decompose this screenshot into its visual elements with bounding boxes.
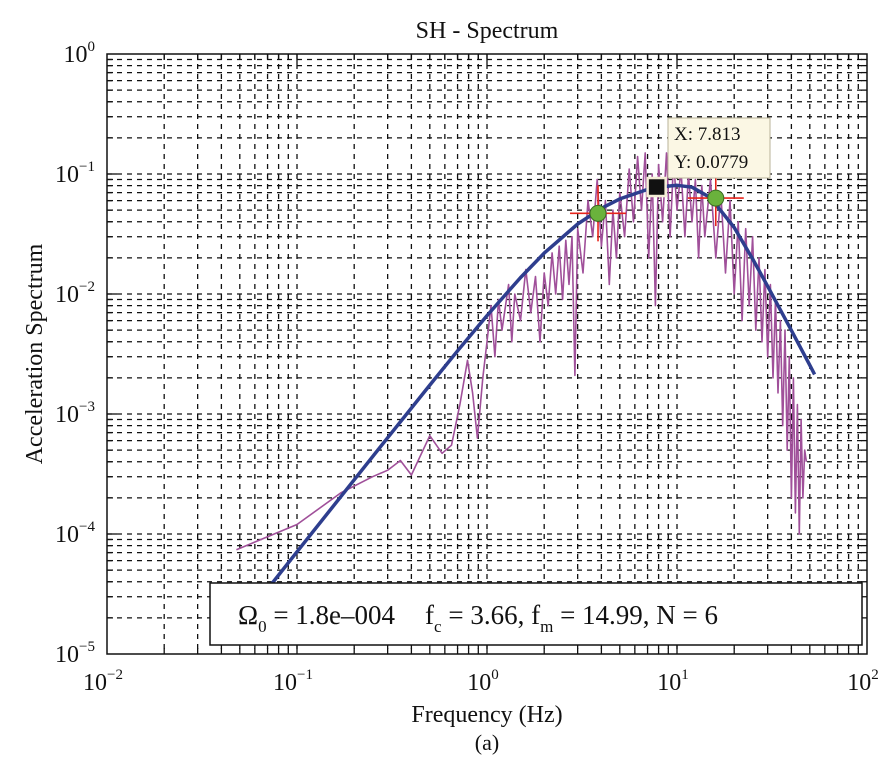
- fm-subscript: m: [540, 617, 553, 636]
- annotation-box: [209, 582, 863, 646]
- datatip-x: X: 7.813: [674, 124, 741, 145]
- ticks: [107, 54, 867, 654]
- datatip-y: Y: 0.0779: [674, 152, 748, 173]
- x-axis-label: Frequency (Hz): [411, 702, 562, 728]
- fm-value: = 14.99, N = 6: [553, 600, 718, 630]
- x-tick-label: 101: [657, 667, 689, 696]
- y-tick-label: 10−4: [55, 519, 95, 548]
- y-tick-label: 10−1: [55, 159, 95, 188]
- y-tick-label: 100: [64, 39, 96, 68]
- omega-subscript: 0: [258, 617, 267, 636]
- x-tick-label: 102: [847, 667, 879, 696]
- fm-marker: [707, 189, 725, 207]
- omega-value: = 1.8e–004: [267, 600, 396, 630]
- omega-symbol: Ω: [238, 600, 258, 630]
- datatip-box: [667, 117, 771, 179]
- x-tick-label: 100: [467, 667, 499, 696]
- y-tick-label: 10−5: [55, 639, 95, 668]
- datatip-point: [646, 176, 667, 198]
- annotation-text: Ω0 = 1.8e–004 fc = 3.66, fm = 14.99, N = …: [238, 600, 718, 636]
- chart-title: SH - Spectrum: [416, 18, 559, 44]
- datatip[interactable]: X: 7.813 Y: 0.0779: [667, 117, 771, 179]
- y-axis-label: Acceleration Spectrum: [22, 243, 48, 464]
- x-tick-label: 10−2: [83, 667, 123, 696]
- y-tick-label: 10−2: [55, 279, 95, 308]
- parameter-annotation: Ω0 = 1.8e–004 fc = 3.66, fm = 14.99, N = …: [209, 582, 863, 646]
- fit-series-line: [266, 183, 817, 591]
- fc-value: = 3.66,: [442, 600, 531, 630]
- series-layer: [236, 152, 817, 591]
- fc-subscript: c: [434, 617, 442, 636]
- grid: [107, 54, 867, 654]
- plot-frame: [106, 53, 868, 655]
- fc-marker: [589, 204, 607, 222]
- observed-series-line: [236, 152, 808, 551]
- fc-symbol: f: [425, 600, 434, 630]
- tick-labels: 10−2 10−1 100 101 102 100 10−1 10−2 10−3 10−4 10−5: [55, 39, 879, 696]
- figure-caption: (a): [475, 730, 499, 755]
- x-tick-label: 10−1: [273, 667, 313, 696]
- y-tick-label: 10−3: [55, 399, 95, 428]
- fm-symbol: f: [531, 600, 540, 630]
